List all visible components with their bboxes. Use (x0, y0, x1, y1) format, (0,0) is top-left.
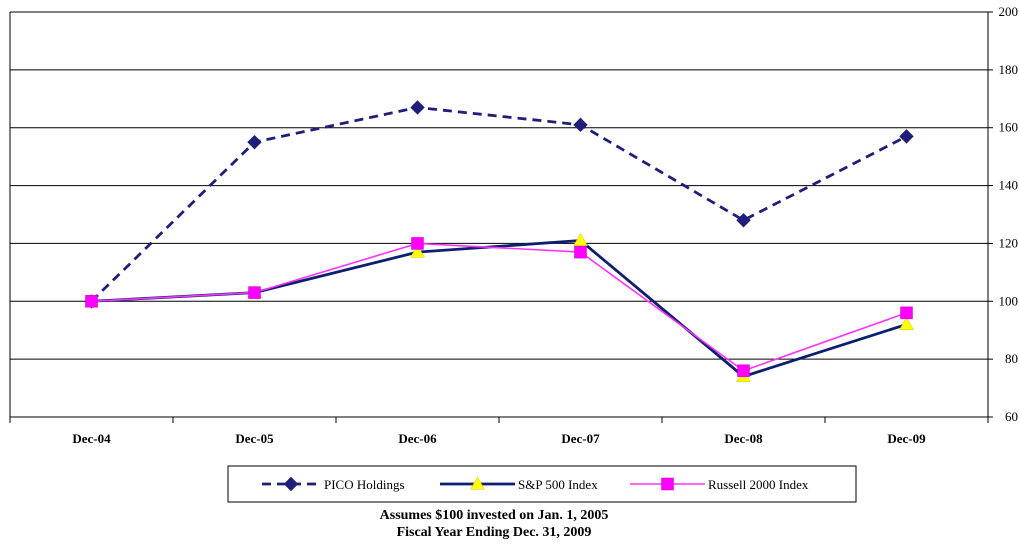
legend: PICO Holdings S&P 500 Index Russell 2000 I… (227, 465, 857, 503)
point-pico-holdings-dec-09 (899, 129, 914, 144)
x-tick-labels: Dec-04 Dec-05 Dec-06 Dec-07 Dec-08 Dec-09 (72, 431, 926, 446)
series-line-russell-2000-index (91, 242, 907, 372)
axes (9, 11, 993, 423)
x-tick-label-dec-07: Dec-07 (561, 431, 600, 446)
legend-marker-s-p-500-index (470, 476, 485, 490)
point-s-p-500-index-dec-06 (410, 244, 425, 258)
point-russell-2000-index-dec-09 (900, 306, 913, 320)
x-tick-label-dec-04: Dec-04 (72, 431, 111, 446)
y-tick-label-180: 180 (999, 62, 1019, 77)
point-russell-2000-index-dec-07 (574, 245, 587, 259)
legend-marker-russell-2000-index (661, 477, 674, 491)
point-russell-2000-index-dec-05 (248, 286, 261, 299)
x-tick-label-dec-06: Dec-06 (398, 431, 437, 446)
y-tick-label-160: 160 (999, 120, 1019, 135)
point-pico-holdings-dec-08 (736, 213, 751, 228)
point-pico-holdings-dec-07 (573, 117, 588, 133)
x-tick-label-dec-05: Dec-05 (235, 431, 274, 446)
legend-label-s-p-500-index: S&P 500 Index (518, 477, 598, 492)
point-pico-holdings-dec-06 (410, 100, 425, 115)
y-tick-label-100: 100 (999, 293, 1019, 308)
legend-label-russell-2000-index: Russell 2000 Index (708, 477, 809, 492)
series-lines (84, 100, 914, 382)
point-s-p-500-index-dec-07 (573, 233, 588, 247)
point-russell-2000-index-dec-04 (85, 295, 98, 308)
point-s-p-500-index-dec-09 (899, 316, 914, 330)
legend-label-pico-holdings: PICO Holdings (324, 477, 405, 492)
x-tick-label-dec-08: Dec-08 (724, 431, 763, 446)
y-tick-label-80: 80 (1005, 351, 1018, 366)
point-pico-holdings-dec-05 (247, 134, 262, 150)
y-tick-label-120: 120 (999, 235, 1019, 250)
x-tick-label-dec-09: Dec-09 (887, 431, 926, 446)
caption-line-2: Fiscal Year Ending Dec. 31, 2009 (396, 525, 592, 540)
legend-marker-pico-holdings (283, 476, 299, 492)
y-tick-labels: 60 80 100 120 140 160 180 200 (999, 4, 1019, 424)
caption-line-1: Assumes $100 invested on Jan. 1, 2005 (379, 508, 609, 523)
y-tick-label-140: 140 (999, 178, 1019, 193)
point-russell-2000-index-dec-08 (737, 364, 750, 377)
gridlines (10, 11, 988, 418)
y-tick-label-60: 60 (1005, 409, 1018, 424)
legend-box (227, 465, 857, 503)
y-tick-label-200: 200 (999, 4, 1019, 19)
point-russell-2000-index-dec-06 (411, 237, 424, 250)
series-line-pico-holdings (90, 106, 908, 303)
